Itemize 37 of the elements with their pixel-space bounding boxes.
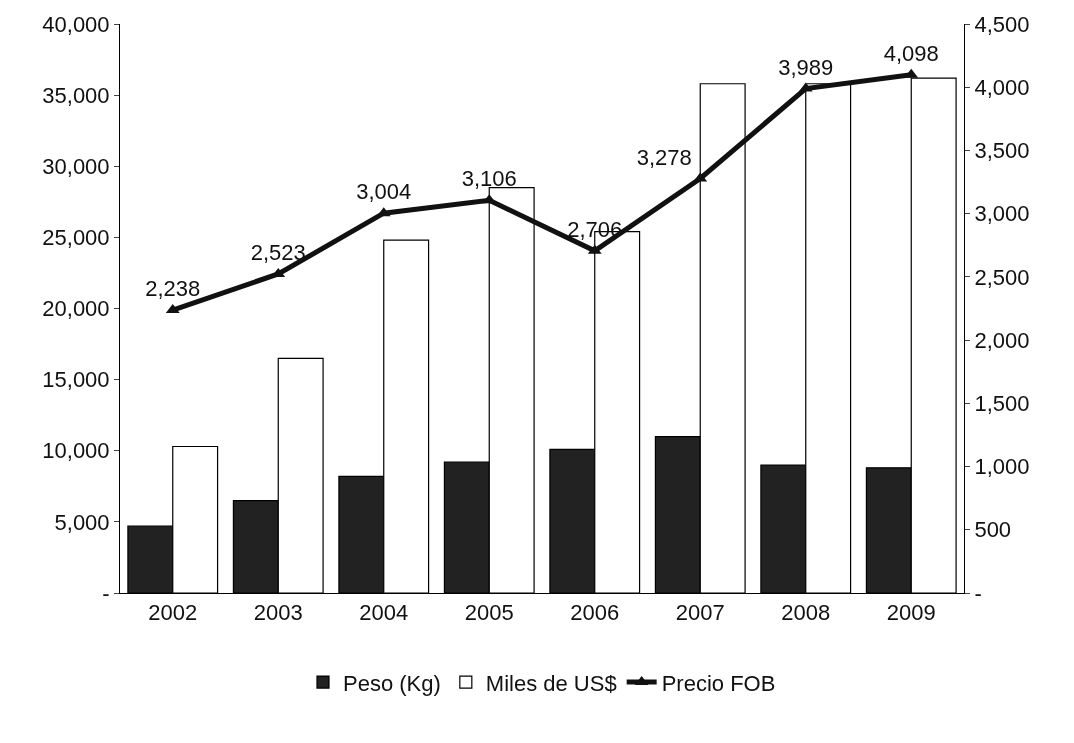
y2-tick-label: 1,500 (974, 391, 1030, 417)
y2-tick-label: 1,000 (974, 454, 1030, 480)
y-tick-label: - (102, 580, 110, 606)
x-tick-label: 2005 (464, 600, 514, 626)
x-tick-label: 2009 (886, 600, 936, 626)
y2-tick-label: 3,000 (974, 201, 1030, 227)
y-tick-label: 25,000 (42, 225, 110, 251)
y-tick-label: 35,000 (42, 82, 110, 108)
x-tick-label: 2003 (253, 600, 303, 626)
x-tick-label: 2007 (675, 600, 725, 626)
y2-tick-label: 2,000 (974, 327, 1030, 353)
y-tick-label: 5,000 (54, 509, 110, 535)
y2-tick-label: 4,500 (974, 11, 1030, 37)
y2-tick-label: 3,500 (974, 138, 1030, 164)
legend-label: Peso (Kg) (343, 670, 441, 696)
legend-label: Miles de US$ (485, 670, 617, 696)
legend-label: Precio FOB (661, 670, 776, 696)
data-label: 3,989 (778, 54, 834, 80)
y-tick-label: 10,000 (42, 438, 110, 464)
data-label: 2,523 (250, 239, 306, 265)
x-tick-label: 2002 (148, 600, 198, 626)
data-label: 3,004 (356, 179, 412, 205)
data-label: 2,238 (145, 276, 201, 302)
data-label: 3,278 (636, 144, 692, 170)
x-tick-label: 2004 (359, 600, 409, 626)
y-tick-label: 15,000 (42, 367, 110, 393)
data-label: 3,106 (461, 166, 517, 192)
y-tick-label: 20,000 (42, 296, 110, 322)
data-label: 4,098 (883, 40, 939, 66)
y2-tick-label: 2,500 (974, 264, 1030, 290)
y-tick-label: 30,000 (42, 153, 110, 179)
x-tick-label: 2008 (781, 600, 831, 626)
x-tick-label: 2006 (570, 600, 620, 626)
y2-tick-label: 500 (974, 517, 1012, 543)
y2-tick-label: 4,000 (974, 74, 1030, 100)
y-tick-label: 40,000 (42, 11, 110, 37)
y2-tick-label: - (974, 580, 982, 606)
